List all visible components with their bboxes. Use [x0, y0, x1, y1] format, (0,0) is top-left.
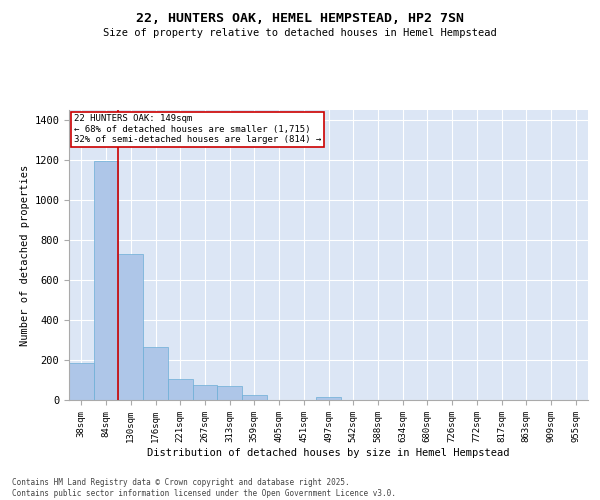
Bar [168, 379, 193, 400]
Bar [242, 395, 267, 400]
Bar [193, 385, 217, 400]
Bar [94, 161, 118, 400]
Bar [143, 347, 168, 400]
Text: Contains HM Land Registry data © Crown copyright and database right 2025.
Contai: Contains HM Land Registry data © Crown c… [12, 478, 396, 498]
Text: 22 HUNTERS OAK: 149sqm
← 68% of detached houses are smaller (1,715)
32% of semi-: 22 HUNTERS OAK: 149sqm ← 68% of detached… [74, 114, 322, 144]
Bar [69, 363, 94, 400]
Bar [118, 254, 143, 400]
Y-axis label: Number of detached properties: Number of detached properties [20, 164, 30, 346]
X-axis label: Distribution of detached houses by size in Hemel Hempstead: Distribution of detached houses by size … [147, 448, 510, 458]
Bar [316, 397, 341, 400]
Text: Size of property relative to detached houses in Hemel Hempstead: Size of property relative to detached ho… [103, 28, 497, 38]
Text: 22, HUNTERS OAK, HEMEL HEMPSTEAD, HP2 7SN: 22, HUNTERS OAK, HEMEL HEMPSTEAD, HP2 7S… [136, 12, 464, 26]
Bar [217, 386, 242, 400]
